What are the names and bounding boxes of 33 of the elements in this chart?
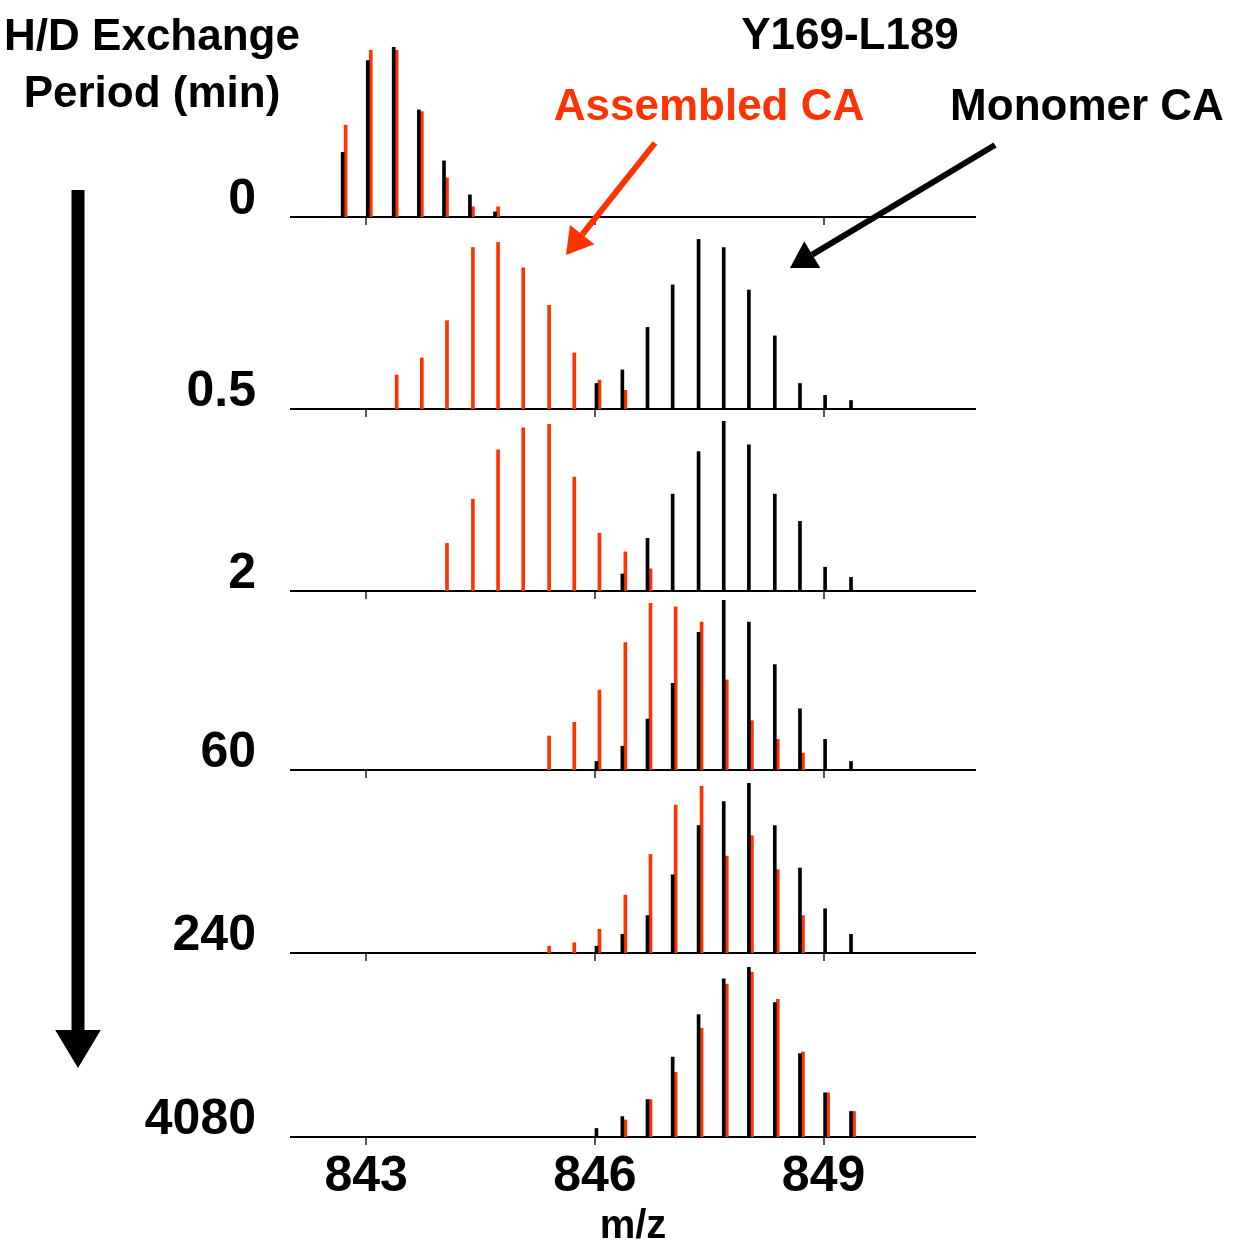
bar — [521, 427, 526, 591]
bar — [547, 735, 551, 770]
bar — [471, 247, 475, 409]
y-axis-title: 2 — [227, 543, 256, 599]
bar — [496, 449, 500, 591]
bar — [420, 357, 424, 409]
text: Monomer CA — [949, 79, 1225, 131]
x-tick-label: 846 — [553, 1145, 637, 1202]
bar — [572, 722, 577, 770]
text: Assembled CA — [552, 79, 866, 131]
bar — [394, 374, 399, 409]
y-axis-title: 0.5 — [185, 361, 256, 417]
bar — [445, 543, 449, 591]
bar — [547, 424, 551, 591]
y-axis-title: 240 — [171, 905, 256, 961]
x-axis-title: m/z — [599, 1202, 667, 1247]
y-axis-title: 60 — [199, 722, 256, 778]
y-axis-title: 0 — [227, 169, 256, 225]
chart-title: Y169-L189 — [740, 9, 960, 58]
bar — [572, 352, 577, 409]
y-axis-title: 4080 — [143, 1089, 256, 1145]
bar — [496, 242, 500, 409]
bar — [445, 320, 449, 409]
bar — [547, 945, 551, 953]
x-tick-label: 849 — [781, 1145, 866, 1202]
bar — [572, 476, 577, 591]
annotation: H/D Exchange Period (min) — [3, 9, 301, 118]
bar — [471, 498, 475, 591]
x-tick-label: 843 — [324, 1145, 408, 1202]
bar — [572, 942, 577, 953]
bar — [521, 267, 526, 409]
bar — [496, 206, 500, 217]
bar — [547, 304, 551, 409]
